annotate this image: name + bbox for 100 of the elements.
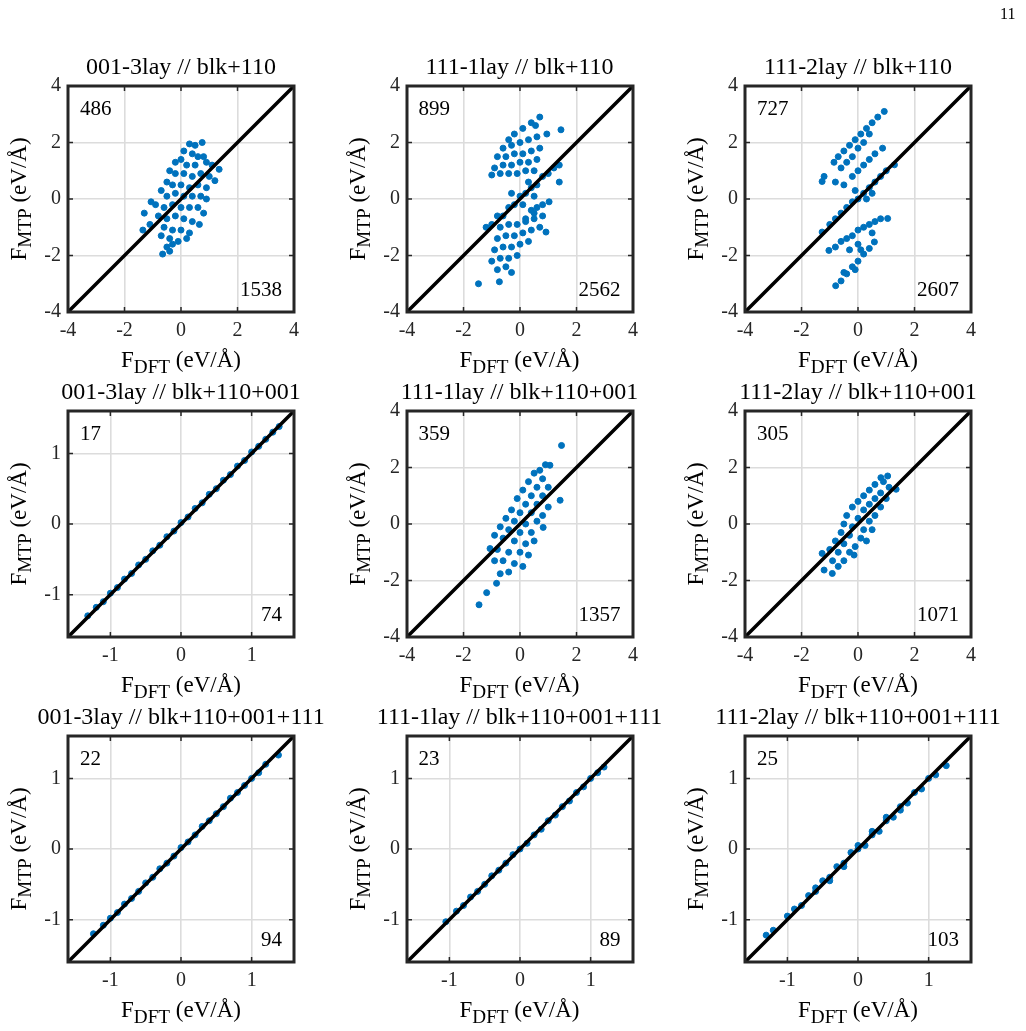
y-tick-label: -4: [721, 299, 738, 322]
y-tick-label: 4: [728, 73, 738, 96]
y-tick-label: -2: [721, 567, 738, 590]
y-tick-label: -1: [44, 906, 61, 929]
annotation: 103: [927, 927, 959, 951]
y-tick-label: 0: [51, 186, 61, 209]
x-tick-label: 4: [627, 643, 638, 666]
x-tick-label: 0: [853, 643, 863, 666]
y-tick-label: 4: [51, 73, 61, 96]
x-tick-label: -1: [440, 968, 458, 991]
y-tick-label: -4: [382, 299, 400, 322]
x-tick-label: 0: [514, 318, 525, 341]
y-tick-label: 2: [389, 454, 400, 477]
chart-title: 111-2lay // blk+110+001: [739, 377, 977, 405]
y-tick-label: 1: [51, 440, 61, 463]
y-tick-label: 4: [389, 73, 400, 96]
annotation: 22: [80, 746, 101, 770]
x-axis-title: F$_{DFT}$ (eV/Å): [798, 347, 918, 377]
y-tick-label: -2: [44, 242, 61, 265]
y-tick-label: 2: [728, 129, 738, 152]
chart-title: 111-2lay // blk+110: [763, 52, 953, 80]
x-tick-label: -2: [454, 318, 472, 341]
x-axis-title: F$_{DFT}$ (eV/Å): [459, 347, 580, 377]
y-tick-label: -4: [44, 299, 61, 322]
x-tick-label: -1: [779, 968, 796, 991]
y-tick-label: 0: [389, 186, 400, 209]
x-axis-title: F$_{DFT}$ (eV/Å): [121, 996, 241, 1029]
x-axis-title: F$_{DFT}$ (eV/Å): [121, 347, 241, 377]
annotation: 1357: [578, 602, 621, 626]
annotation: 486: [80, 96, 112, 120]
x-tick-label: 0: [176, 968, 186, 991]
y-tick-label: -4: [382, 624, 400, 647]
y-tick-label: 0: [51, 836, 61, 859]
y-tick-label: 0: [389, 836, 400, 859]
x-axis-title: F$_{DFT}$ (eV/Å): [459, 996, 580, 1029]
y-tick-label: 4: [389, 398, 400, 421]
annotation: 89: [599, 927, 621, 951]
y-tick-label: -1: [382, 906, 400, 929]
annotation: 74: [261, 602, 282, 626]
x-tick-label: -2: [793, 318, 810, 341]
y-tick-label: 2: [728, 454, 738, 477]
chart-title: 001-3lay // blk+110: [86, 52, 276, 80]
x-axis-title: F$_{DFT}$ (eV/Å): [459, 672, 580, 702]
x-tick-label: 4: [627, 318, 638, 341]
annotation: 899: [418, 96, 450, 120]
x-tick-label: 0: [514, 643, 525, 666]
annotation: 2562: [578, 277, 621, 301]
y-tick-label: -2: [721, 242, 738, 265]
y-tick-label: -2: [382, 242, 400, 265]
chart-title: 111-1lay // blk+110+001+111: [376, 702, 663, 730]
chart-title: 001-3lay // blk+110+001: [61, 377, 301, 405]
y-tick-label: 0: [51, 511, 61, 534]
x-tick-label: -1: [102, 643, 119, 666]
x-tick-label: 1: [246, 643, 257, 666]
x-tick-label: 4: [966, 318, 976, 341]
x-tick-label: 0: [176, 318, 186, 341]
annotation: 359: [418, 421, 450, 445]
annotation: 305: [757, 421, 789, 445]
x-tick-label: 2: [571, 318, 581, 341]
chart-title: 111-2lay // blk+110+001+111: [715, 702, 1001, 730]
chart-title: 111-1lay // blk+110+001: [400, 377, 639, 405]
y-tick-label: 1: [728, 765, 738, 788]
annotation: 94: [261, 927, 282, 951]
x-tick-label: 1: [585, 968, 596, 991]
text: 11: [1000, 5, 1016, 23]
y-tick-label: 1: [51, 765, 61, 788]
x-tick-label: 0: [514, 968, 525, 991]
x-axis-title: F$_{DFT}$ (eV/Å): [121, 672, 241, 702]
x-tick-label: -2: [454, 643, 472, 666]
x-tick-label: -2: [793, 643, 810, 666]
x-tick-label: 2: [571, 643, 581, 666]
x-tick-label: 1: [246, 968, 257, 991]
x-tick-label: 0: [176, 643, 186, 666]
y-tick-label: 1: [389, 765, 400, 788]
x-tick-label: 1: [923, 968, 934, 991]
x-axis-title: F$_{DFT}$ (eV/Å): [798, 672, 918, 702]
y-tick-label: 0: [728, 836, 738, 859]
annotation: 25: [757, 746, 778, 770]
x-axis-title: F$_{DFT}$ (eV/Å): [798, 996, 918, 1029]
x-tick-label: 4: [966, 643, 976, 666]
y-tick-label: -2: [382, 567, 400, 590]
y-tick-label: -1: [721, 906, 738, 929]
x-tick-label: 0: [853, 318, 863, 341]
annotation: 17: [80, 421, 101, 445]
annotation: 2607: [917, 277, 959, 301]
x-tick-label: 2: [909, 318, 920, 341]
annotation: 1538: [240, 277, 282, 301]
chart-title: 111-1lay // blk+110: [425, 52, 614, 80]
annotation: 727: [757, 96, 789, 120]
x-tick-label: 2: [909, 643, 920, 666]
annotation: 1071: [917, 602, 959, 626]
x-tick-label: -2: [116, 318, 133, 341]
y-tick-label: 0: [728, 186, 738, 209]
y-tick-label: -4: [721, 624, 738, 647]
y-tick-label: 2: [389, 129, 400, 152]
y-tick-label: -1: [44, 581, 61, 604]
chart-title: 001-3lay // blk+110+001+111: [37, 702, 325, 730]
y-tick-label: 2: [51, 129, 61, 152]
annotation: 23: [418, 746, 440, 770]
x-tick-label: -1: [102, 968, 119, 991]
